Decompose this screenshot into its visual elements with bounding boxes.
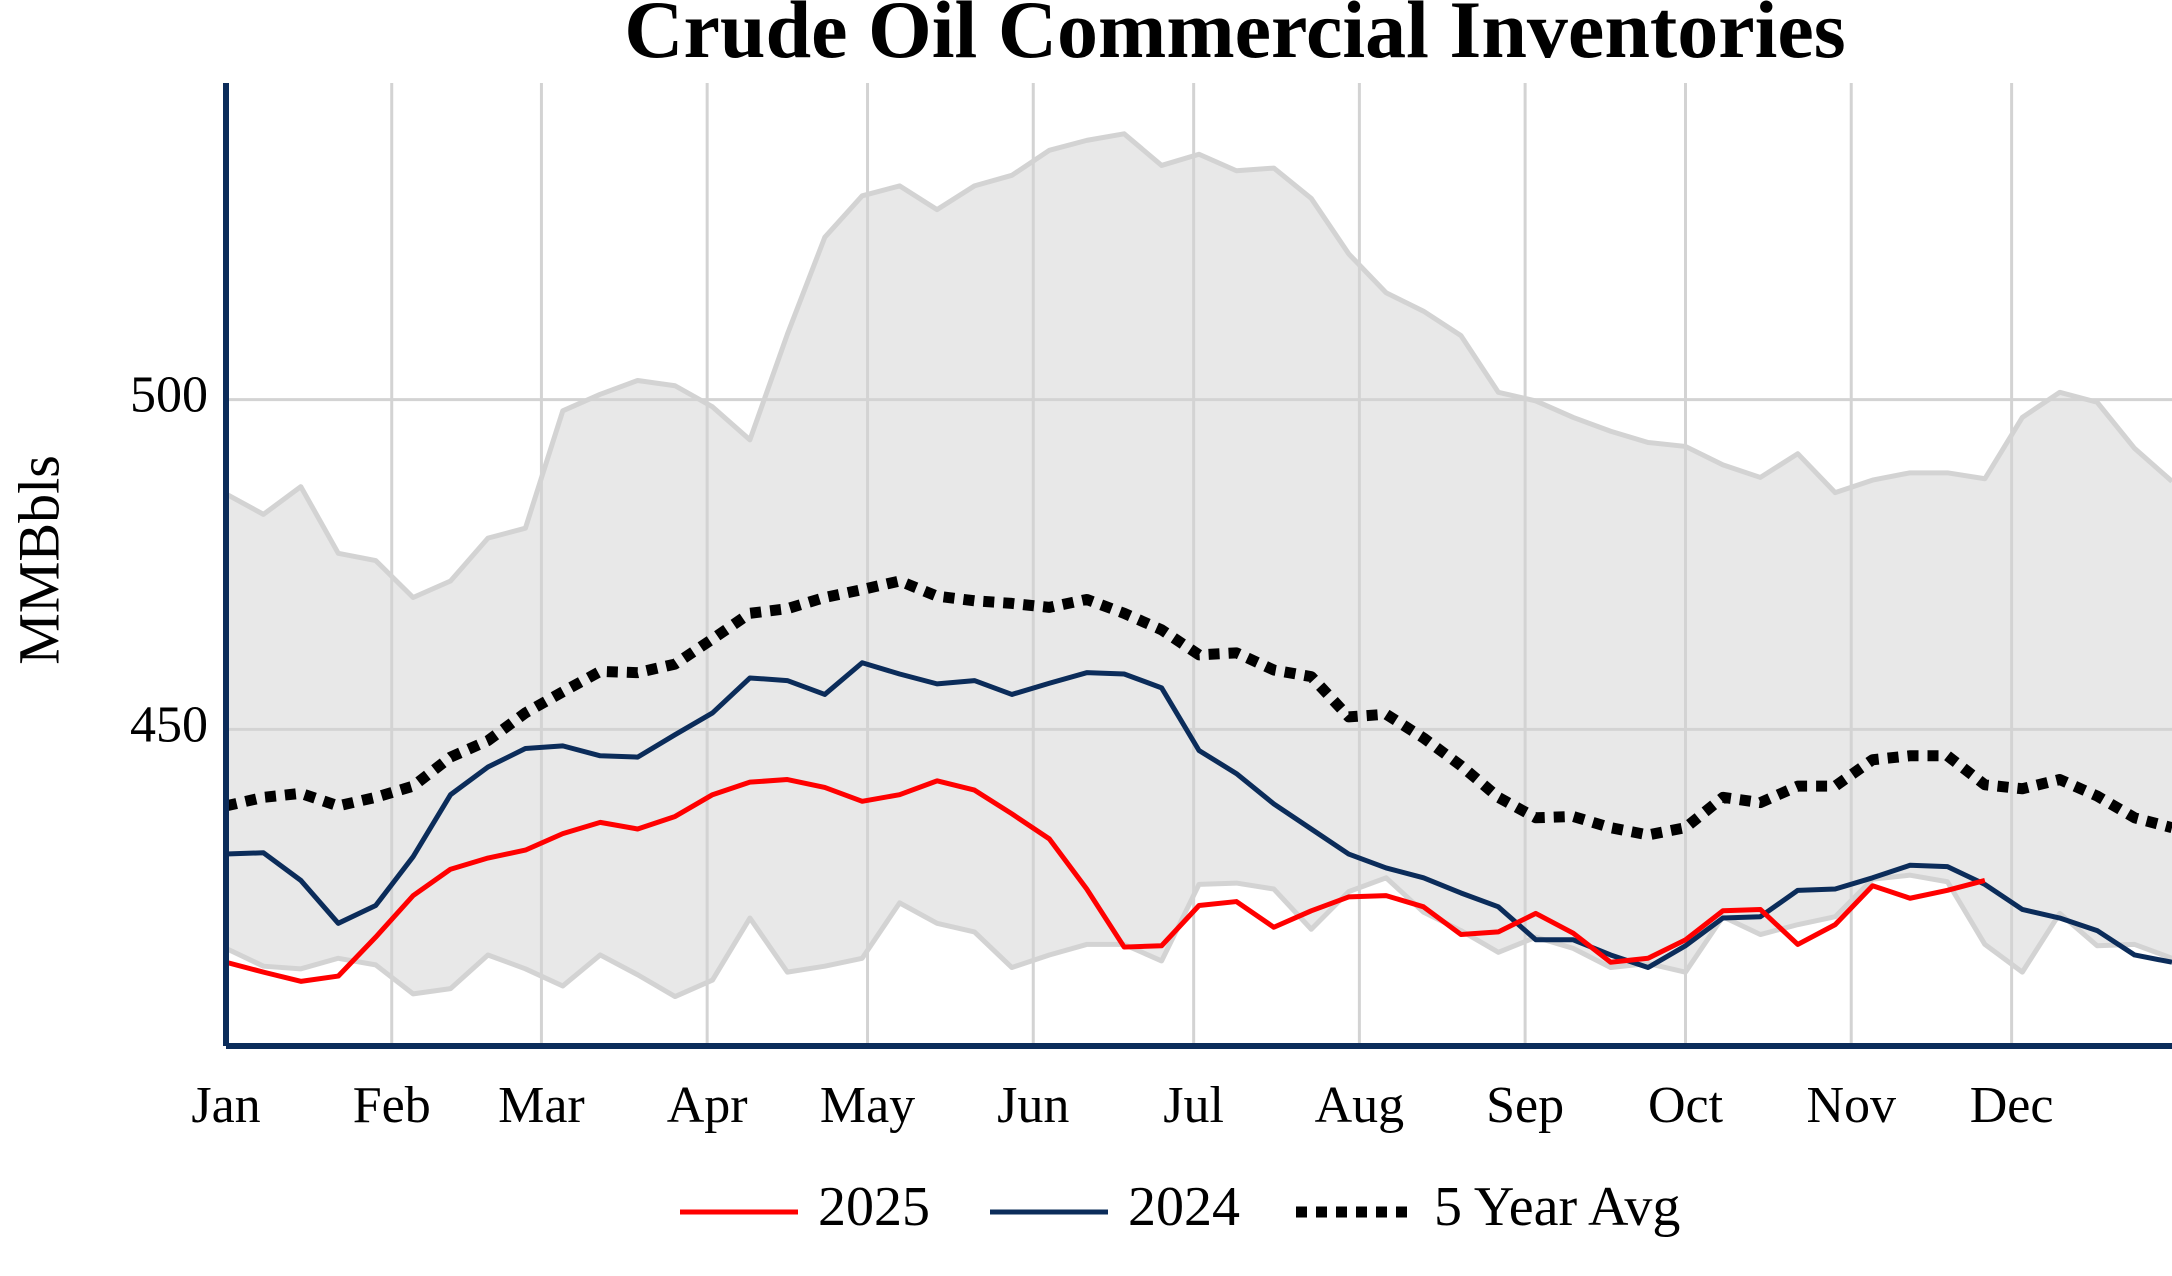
x-tick-label: Jul [1163, 1077, 1224, 1134]
x-tick-label: May [820, 1077, 915, 1134]
chart-title: Crude Oil Commercial Inventories [624, 0, 1845, 75]
x-tick-label: Jan [191, 1077, 260, 1134]
x-tick-label: Nov [1806, 1077, 1896, 1134]
x-tick-label: Aug [1315, 1077, 1405, 1134]
legend-label: 2024 [1128, 1176, 1240, 1238]
legend-label: 5 Year Avg [1434, 1176, 1680, 1238]
x-tick-label: Mar [498, 1077, 585, 1134]
y-tick-label: 450 [130, 696, 208, 753]
y-tick-label: 500 [130, 367, 208, 424]
series-line [225, 777, 1986, 984]
series-line [225, 660, 2172, 971]
x-tick-label: Oct [1648, 1077, 1724, 1134]
x-tick-label: Jun [997, 1077, 1069, 1134]
x-tick-label: Sep [1486, 1077, 1564, 1134]
x-tick-label: Dec [1970, 1077, 2054, 1134]
legend-label: 2025 [818, 1176, 930, 1238]
x-tick-label: Feb [353, 1077, 431, 1134]
y-axis-label: MMBbls [6, 455, 71, 665]
series-line [224, 575, 2172, 841]
range-upper-line [224, 131, 2172, 600]
x-tick-label: Apr [667, 1077, 748, 1134]
range-area [226, 133, 2172, 997]
range-lower-line [224, 872, 2172, 1000]
